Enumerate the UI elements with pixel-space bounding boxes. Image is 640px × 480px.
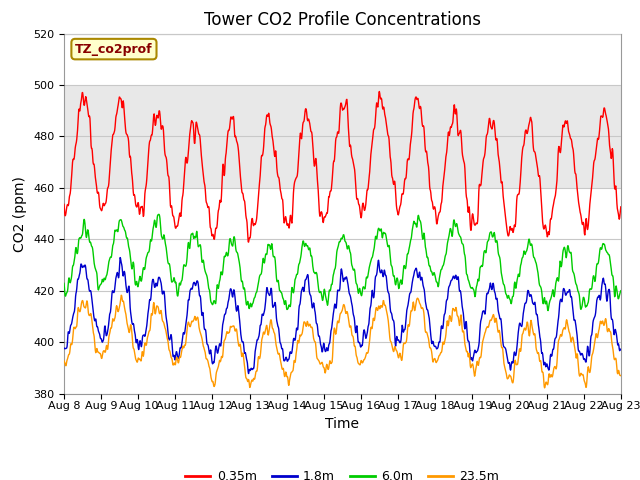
Text: TZ_co2prof: TZ_co2prof	[75, 43, 153, 56]
Y-axis label: CO2 (ppm): CO2 (ppm)	[13, 176, 28, 252]
Bar	[64, 85, 621, 188]
X-axis label: Time: Time	[325, 417, 360, 431]
Legend: 0.35m, 1.8m, 6.0m, 23.5m: 0.35m, 1.8m, 6.0m, 23.5m	[180, 465, 504, 480]
Title: Tower CO2 Profile Concentrations: Tower CO2 Profile Concentrations	[204, 11, 481, 29]
